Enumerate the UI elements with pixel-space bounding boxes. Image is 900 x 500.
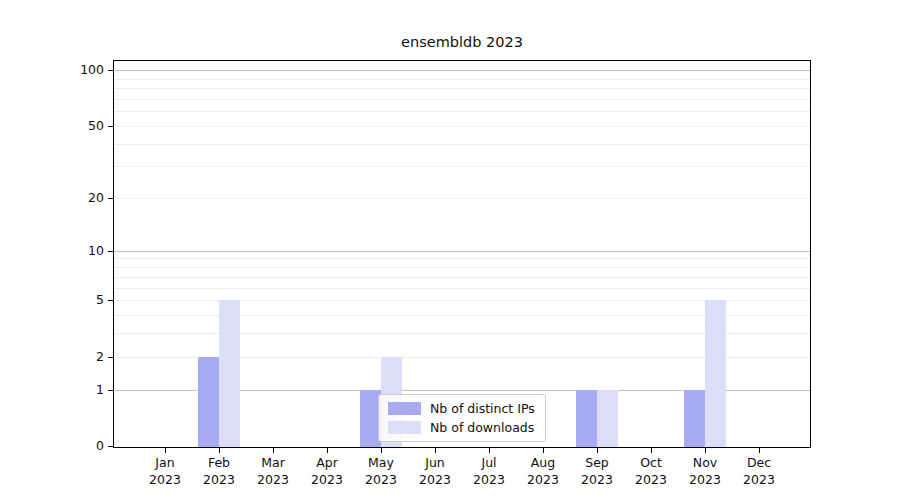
bar-ips-sep: [576, 390, 597, 448]
legend-item-distinct-ips: Nb of distinct IPs: [388, 401, 535, 416]
xtick-mark-aug: [543, 448, 544, 453]
ytick-label-100: 100: [56, 63, 104, 77]
gridline-minor-50: [114, 126, 810, 127]
legend-swatch-distinct-ips: [388, 402, 421, 415]
gridline-minor-9: [114, 258, 810, 259]
gridline-major-100: [114, 70, 810, 71]
ytick-mark-100: [108, 70, 113, 71]
xtick-mark-oct: [651, 448, 652, 453]
gridline-minor-60: [114, 111, 810, 112]
gridline-minor-30: [114, 166, 810, 167]
bar-downloads-nov: [705, 300, 726, 447]
ytick-mark-0: [108, 446, 113, 447]
xtick-label-jul: Jul 2023: [459, 455, 519, 488]
xtick-label-jun: Jun 2023: [405, 455, 465, 488]
xtick-label-sep: Sep 2023: [567, 455, 627, 488]
xtick-mark-jan: [165, 448, 166, 453]
xtick-mark-jul: [489, 448, 490, 453]
gridline-minor-20: [114, 198, 810, 199]
ytick-mark-20: [108, 198, 113, 199]
ytick-label-1: 1: [56, 383, 104, 397]
ytick-label-2: 2: [56, 350, 104, 364]
xtick-label-dec: Dec 2023: [729, 455, 789, 488]
xtick-mark-sep: [597, 448, 598, 453]
xtick-label-jan: Jan 2023: [135, 455, 195, 488]
xtick-mark-jun: [435, 448, 436, 453]
gridline-minor-40: [114, 144, 810, 145]
bar-ips-feb: [198, 357, 219, 448]
gridline-minor-80: [114, 88, 810, 89]
gridline-minor-90: [114, 79, 810, 80]
legend-label-distinct-ips: Nb of distinct IPs: [430, 401, 535, 416]
gridline-minor-8: [114, 267, 810, 268]
xtick-mark-mar: [273, 448, 274, 453]
plot-area: Nb of distinct IPs Nb of downloads: [113, 60, 811, 448]
xtick-label-may: May 2023: [351, 455, 411, 488]
figure: ensembldb 2023 Nb of distinct IPs Nb of …: [0, 0, 900, 500]
ytick-mark-10: [108, 251, 113, 252]
ytick-label-5: 5: [56, 293, 104, 307]
xtick-label-nov: Nov 2023: [675, 455, 735, 488]
gridline-minor-70: [114, 99, 810, 100]
bar-downloads-sep: [597, 390, 618, 448]
ytick-mark-5: [108, 300, 113, 301]
ytick-label-50: 50: [56, 119, 104, 133]
legend: Nb of distinct IPs Nb of downloads: [378, 394, 546, 442]
legend-swatch-downloads: [388, 421, 421, 434]
ytick-label-20: 20: [56, 191, 104, 205]
ytick-label-10: 10: [56, 244, 104, 258]
xtick-label-apr: Apr 2023: [297, 455, 357, 488]
ytick-mark-50: [108, 126, 113, 127]
xtick-label-oct: Oct 2023: [621, 455, 681, 488]
chart-title: ensembldb 2023: [114, 34, 810, 50]
bar-downloads-feb: [219, 300, 240, 447]
ytick-label-0: 0: [56, 439, 104, 453]
xtick-mark-feb: [219, 448, 220, 453]
bar-ips-nov: [684, 390, 705, 448]
xtick-mark-apr: [327, 448, 328, 453]
xtick-mark-may: [381, 448, 382, 453]
legend-label-downloads: Nb of downloads: [430, 420, 534, 435]
ytick-mark-1: [108, 390, 113, 391]
xtick-label-aug: Aug 2023: [513, 455, 573, 488]
gridline-minor-7: [114, 277, 810, 278]
legend-item-downloads: Nb of downloads: [388, 420, 535, 435]
xtick-mark-dec: [759, 448, 760, 453]
gridline-minor-6: [114, 288, 810, 289]
gridline-major-10: [114, 251, 810, 252]
xtick-label-mar: Mar 2023: [243, 455, 303, 488]
xtick-label-feb: Feb 2023: [189, 455, 249, 488]
xtick-mark-nov: [705, 448, 706, 453]
ytick-mark-2: [108, 357, 113, 358]
